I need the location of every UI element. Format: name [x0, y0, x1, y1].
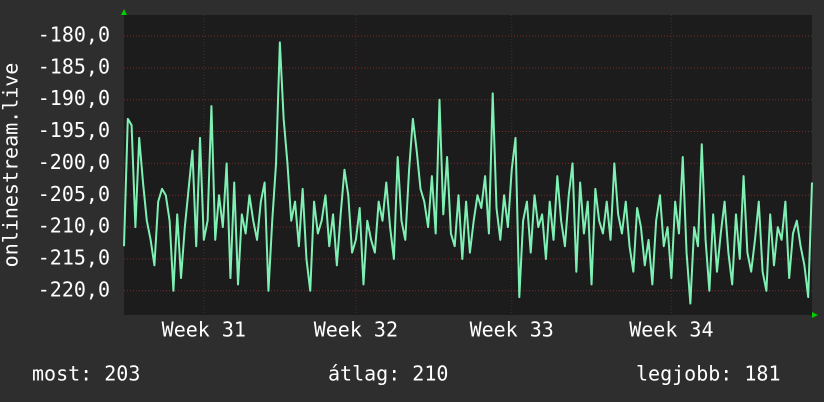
- y-tick-label: -185,0: [38, 54, 110, 78]
- y-tick-label: -220,0: [38, 277, 110, 301]
- data-line: [123, 41, 813, 305]
- axis-arrow: [812, 312, 818, 318]
- y-tick-label: -180,0: [38, 23, 110, 47]
- footer-average: átlag: 210: [328, 362, 448, 386]
- x-tick-label: Week 32: [314, 318, 398, 342]
- y-axis-label: onlinestream.live: [0, 63, 23, 268]
- x-tick-label: Week 31: [162, 318, 246, 342]
- footer-current: most: 203: [32, 362, 140, 386]
- x-tick-label: Week 33: [470, 318, 554, 342]
- y-tick-label: -200,0: [38, 150, 110, 174]
- y-tick-label: -210,0: [38, 214, 110, 238]
- y-tick-label: -205,0: [38, 182, 110, 206]
- footer-best: legjobb: 181: [636, 362, 781, 386]
- axis-arrow: [121, 9, 127, 15]
- y-tick-label: -215,0: [38, 245, 110, 269]
- x-tick-label: Week 34: [629, 318, 713, 342]
- y-tick-label: -195,0: [38, 118, 110, 142]
- y-tick-label: -190,0: [38, 86, 110, 110]
